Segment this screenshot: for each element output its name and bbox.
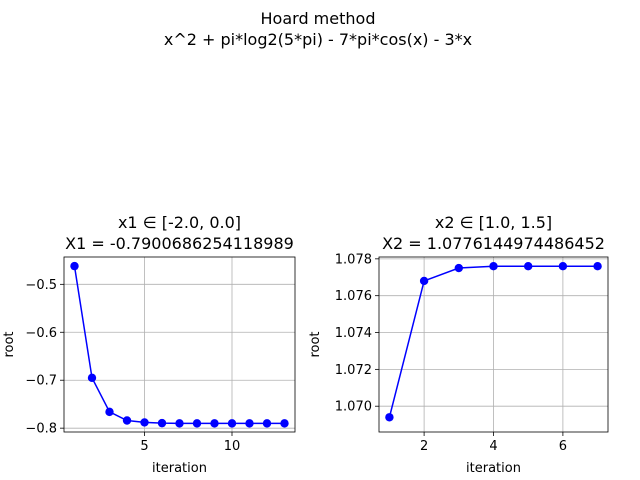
- y-tick-label: 1.070: [335, 400, 372, 415]
- figure-title: Hoard method: [261, 9, 376, 28]
- subplot-root-value: X2 = 1.0776144974486452: [382, 234, 605, 253]
- data-point: [454, 263, 464, 273]
- data-point: [87, 373, 97, 383]
- data-point: [140, 418, 149, 427]
- data-point: [227, 419, 237, 428]
- data-point: [157, 418, 167, 428]
- data-point: [105, 407, 114, 417]
- series-line: [73, 265, 285, 425]
- x-axis-label: iteration: [152, 461, 207, 476]
- x-tick-label: 10: [224, 439, 241, 454]
- y-tick-label: 1.074: [335, 326, 372, 341]
- data-point: [385, 413, 394, 422]
- data-point: [122, 416, 132, 425]
- data-point: [210, 419, 219, 428]
- data-point: [523, 262, 533, 271]
- data-point: [175, 419, 184, 428]
- figure-equation: x^2 + pi*log2(5*pi) - 7*pi*cos(x) - 3*x: [164, 30, 472, 49]
- y-axis-label: root: [308, 331, 323, 357]
- data-point: [192, 419, 202, 428]
- x-tick-label: 5: [140, 439, 148, 454]
- y-tick-label: −0.7: [25, 374, 57, 389]
- data-point: [593, 262, 602, 271]
- y-tick-label: −0.5: [25, 278, 57, 293]
- x-tick-label: 4: [489, 439, 497, 454]
- subplot-x1: x1 ∈ [-2.0, 0.0] X1 = -0.7900686254118989…: [2, 213, 296, 476]
- y-axis-label: root: [2, 331, 17, 357]
- subplot-title: x1 ∈ [-2.0, 0.0]: [118, 213, 241, 232]
- data-point: [70, 261, 79, 271]
- y-tick-label: 1.072: [335, 363, 372, 378]
- x-axis-label: iteration: [466, 461, 521, 476]
- data-point: [489, 262, 498, 271]
- data-point: [419, 276, 429, 286]
- y-tick-label: 1.078: [335, 252, 372, 267]
- subplot-title: x2 ∈ [1.0, 1.5]: [435, 213, 552, 232]
- plot-frame: [63, 256, 296, 433]
- y-tick-label: −0.6: [25, 326, 57, 341]
- x-tick-label: 6: [559, 439, 567, 454]
- x-tick-label: 2: [420, 439, 428, 454]
- subplot-x2: x2 ∈ [1.0, 1.5] X2 = 1.0776144974486452 2 4…: [308, 213, 609, 476]
- data-point: [245, 419, 254, 428]
- data-point: [262, 419, 272, 428]
- y-tick-label: −0.8: [25, 422, 57, 437]
- data-point: [280, 419, 289, 428]
- y-tick-label: 1.076: [335, 289, 372, 304]
- data-point: [558, 262, 568, 271]
- subplot-root-value: X1 = -0.7900686254118989: [65, 234, 294, 253]
